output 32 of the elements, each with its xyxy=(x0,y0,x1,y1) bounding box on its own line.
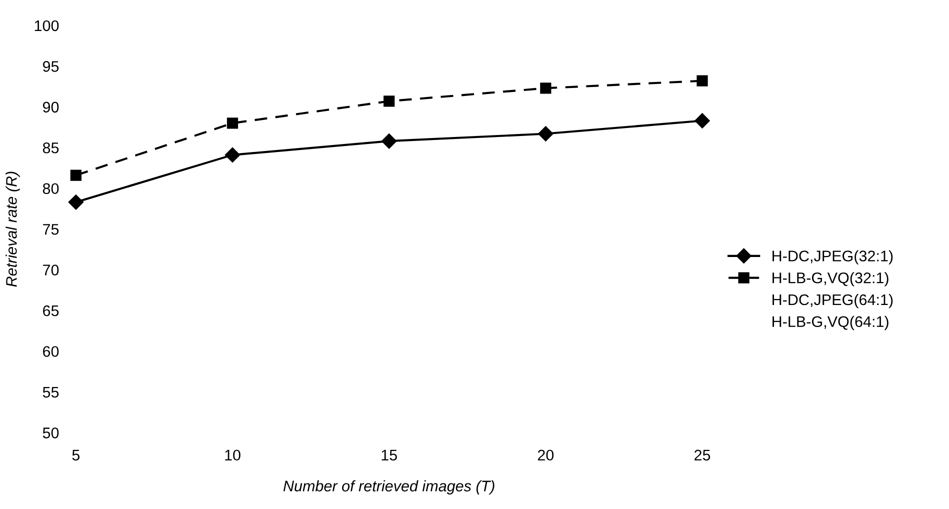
point xyxy=(538,126,554,142)
point xyxy=(70,170,82,181)
text: H-DC,JPEG(64:1) xyxy=(772,294,893,308)
x-tick-label: 5 xyxy=(72,450,80,461)
point xyxy=(226,118,238,129)
x-tick-label: 20 xyxy=(538,450,554,461)
legend-label: H-DC,JPEG(32:1) xyxy=(772,250,893,264)
y-tick-label: 80 xyxy=(42,183,59,194)
point xyxy=(224,147,240,163)
y-tick-label: 50 xyxy=(42,428,59,438)
y-tick-label: 60 xyxy=(43,346,59,357)
y-tick-label: 55 xyxy=(42,386,59,398)
y-tick-label: 100 xyxy=(34,20,59,32)
point xyxy=(68,194,84,210)
legend-label: H-LB-G,VQ(32:1) xyxy=(772,272,888,286)
point xyxy=(696,75,708,86)
x-tick-label: 25 xyxy=(694,450,710,461)
y-tick-label: 65 xyxy=(43,305,59,316)
y-tick-label: 85 xyxy=(42,142,59,154)
point xyxy=(540,82,552,94)
x-tick-label: 10 xyxy=(225,450,240,461)
point xyxy=(694,113,710,128)
y-tick-label: 90 xyxy=(42,102,59,113)
point xyxy=(384,96,395,107)
x-axis-title: Number of retrieved images (T) xyxy=(283,480,494,494)
point xyxy=(382,134,397,149)
y-tick-label: 95 xyxy=(42,61,59,72)
y-axis-title: Retrieval rate (R) xyxy=(6,172,20,287)
y-tick-label: 70 xyxy=(43,264,59,276)
y-tick-label: 75 xyxy=(43,224,59,235)
text: H-LB-G,VQ(64:1) xyxy=(772,316,888,330)
x-tick-label: 15 xyxy=(382,450,397,461)
